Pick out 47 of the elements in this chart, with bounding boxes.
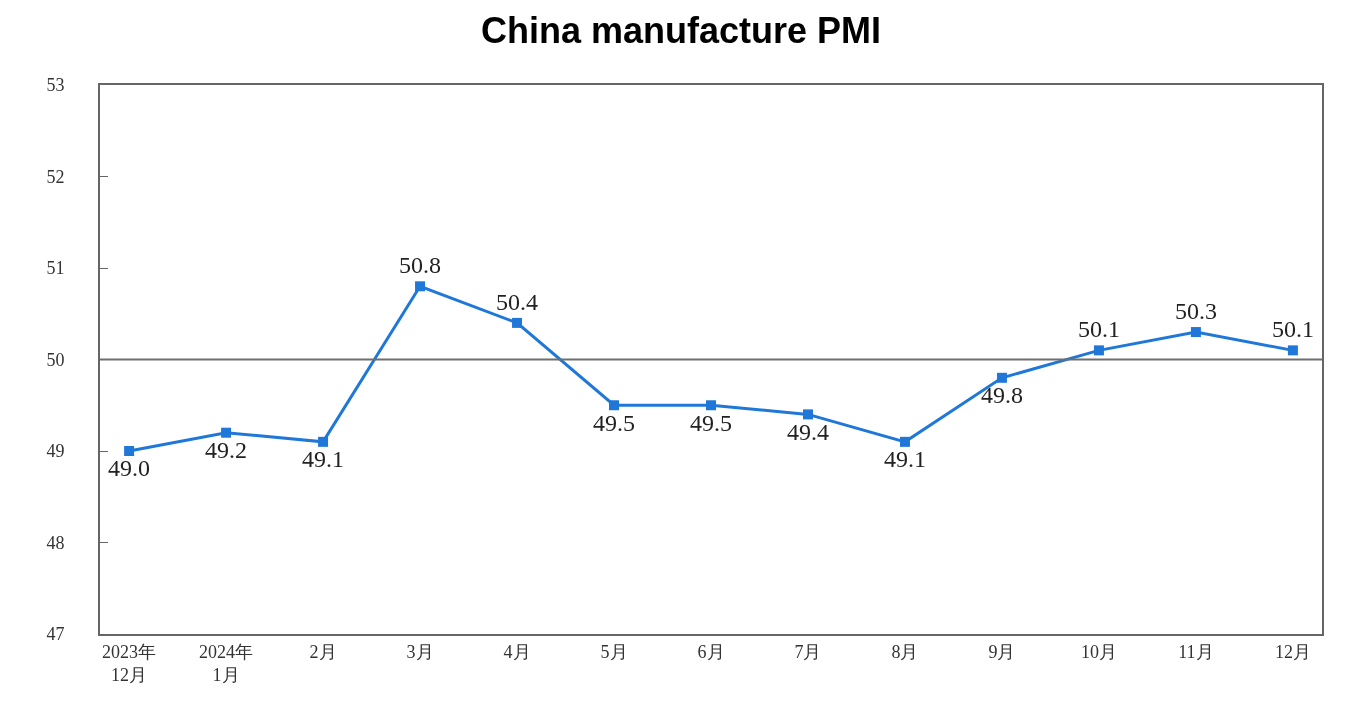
y-tick-label: 51 [46,258,65,279]
x-tick-label: 2024年 1月 [199,641,254,685]
text: 50.8 [399,252,442,279]
point [802,409,813,420]
x-tick-label: 3月 [406,641,434,662]
text: 50.1 [1271,316,1314,343]
text: 49.2 [205,436,248,463]
x-tick-label: 7月 [794,641,822,662]
y-tick-label: 49 [46,441,65,462]
point [609,400,620,411]
text: 49.8 [980,382,1023,409]
y-tick-label: 48 [46,532,65,553]
text: 50.3 [1174,297,1217,324]
y-tick-label: 53 [46,75,65,96]
point [221,427,232,438]
text: 50.1 [1077,316,1120,343]
y-tick-label: 50 [46,349,65,370]
y-tick-label: 47 [46,624,65,645]
x-tick-label: 8月 [891,641,919,662]
x-tick-label: 6月 [697,641,725,662]
x-tick-label: 10月 [1080,641,1117,662]
point [415,281,426,292]
x-tick-label: 12月 [1274,641,1311,662]
y-tick-label: 52 [46,166,65,187]
text: 49.5 [690,409,732,436]
point [124,446,135,456]
text: 50.4 [496,288,539,315]
x-tick-label: 9月 [988,641,1016,662]
x-tick-label: 11月 [1178,641,1214,662]
point [1093,345,1104,356]
text: 49.0 [108,455,151,482]
x-tick-label: 5月 [600,641,628,662]
chart-title: China manufacture PMI [480,10,882,52]
text: 49.1 [883,446,926,473]
x-tick-label: 2023年 12月 [102,641,157,685]
point [318,436,329,447]
point [512,317,523,328]
point [899,436,910,447]
text: 49.5 [593,409,636,436]
x-tick-label: 2月 [309,641,337,662]
text: 49.1 [302,446,345,473]
point [1287,345,1298,356]
x-tick-label: 4月 [503,641,531,662]
point [1190,327,1201,338]
point [996,372,1007,383]
point [706,400,716,411]
text: 49.4 [786,418,829,445]
